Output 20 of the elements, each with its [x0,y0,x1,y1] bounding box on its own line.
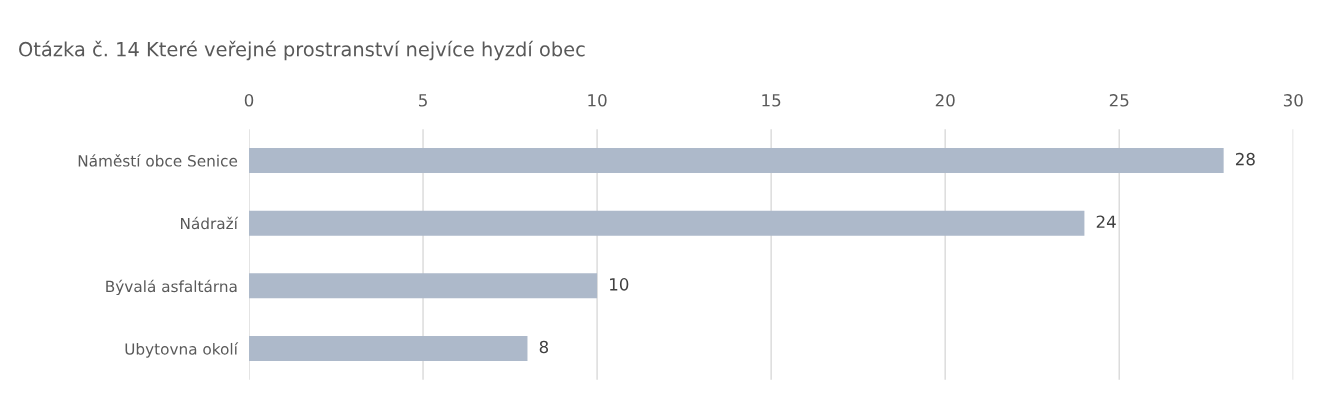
y-tick-label: Bývalá asfaltárna [106,279,237,296]
bar [249,335,528,361]
data-label: 24 [1096,215,1116,228]
x-tick-label: 10 [588,94,607,107]
bar [249,273,598,299]
x-tick-label: 30 [1283,94,1303,107]
y-tick-label: Nádraží [181,216,239,230]
x-tick-label: 15 [762,94,781,107]
data-label: 10 [610,278,629,291]
data-label: 8 [539,340,549,354]
y-tick-label: Ubytovna okolí [125,342,239,358]
x-tick-label: 25 [1109,94,1129,107]
bar [249,210,1085,236]
data-label: 28 [1235,152,1255,166]
bar [249,148,1224,174]
x-tick-label: 20 [935,94,955,107]
y-tick-label: Náměstí obce Senice [78,154,238,167]
chart-title: Otázka č. 14 Které veřejné prostranství nejvíce hyzdí obec [19,40,585,61]
x-tick-label: 0 [244,94,254,107]
x-tick-label: 5 [419,94,427,107]
